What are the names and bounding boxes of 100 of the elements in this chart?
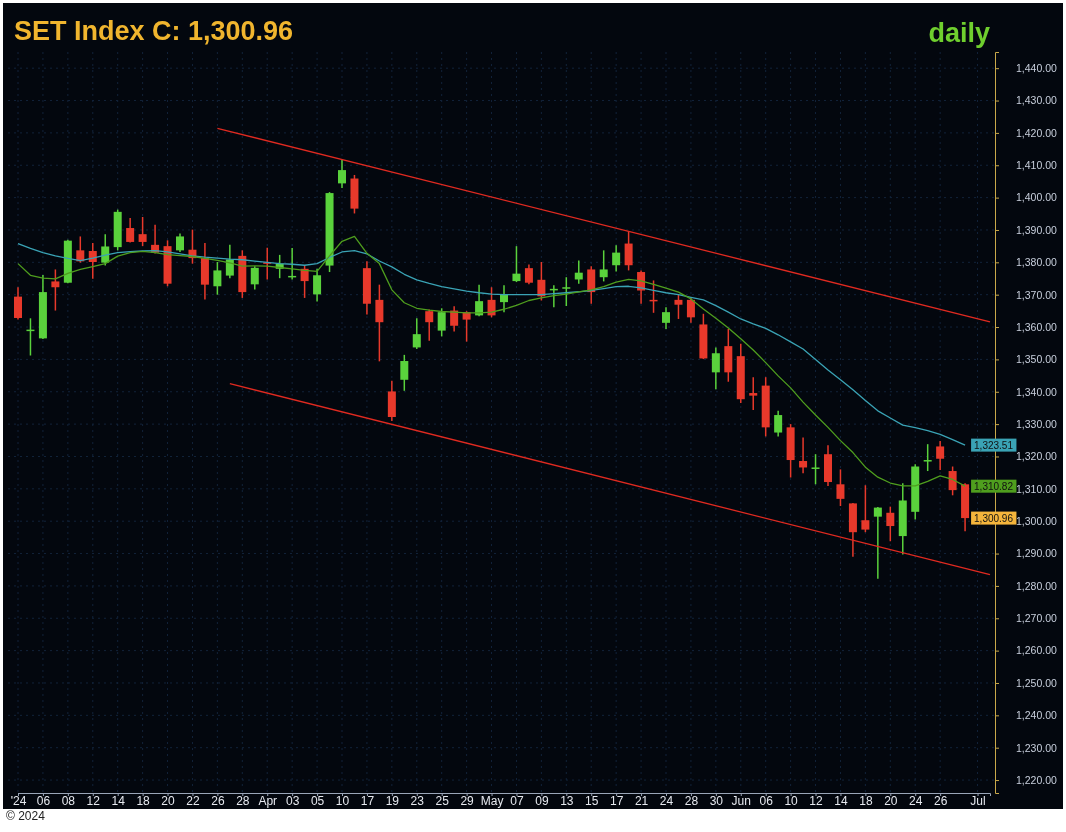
y-tick-label: 1,370.00 bbox=[1016, 288, 1058, 301]
y-tick-label: 1,360.00 bbox=[1016, 320, 1058, 333]
candlestick bbox=[662, 306, 670, 330]
x-tick-label: 12 bbox=[86, 794, 101, 808]
x-tick-label: 03 bbox=[285, 794, 300, 808]
x-tick-label: '24 bbox=[10, 794, 27, 808]
candlestick bbox=[562, 276, 571, 307]
y-tick-label: 1,290.00 bbox=[1016, 547, 1058, 560]
x-tick-label: 19 bbox=[385, 794, 400, 808]
candlestick bbox=[475, 283, 484, 318]
text: 1,300.96 bbox=[974, 512, 1014, 524]
candlestick bbox=[176, 232, 184, 253]
x-tick-label: 24 bbox=[909, 794, 923, 808]
x-tick-label: Jun bbox=[731, 794, 751, 808]
candlestick bbox=[749, 376, 758, 411]
candlestick bbox=[861, 484, 870, 533]
x-tick-label: 21 bbox=[634, 794, 649, 808]
chart-subtitle: daily bbox=[928, 18, 990, 48]
candlestick bbox=[138, 216, 147, 247]
x-tick-label: 08 bbox=[61, 794, 76, 808]
x-tick-label: 13 bbox=[560, 794, 574, 808]
x-tick-label: 20 bbox=[161, 794, 176, 808]
x-tick-label: 20 bbox=[884, 794, 898, 808]
x-tick-label: 17 bbox=[609, 794, 624, 808]
y-tick-label: 1,410.00 bbox=[1016, 159, 1058, 172]
candlestick bbox=[512, 245, 521, 283]
x-tick-label: 26 bbox=[933, 794, 948, 808]
candlestick bbox=[101, 233, 110, 267]
x-tick-label: 29 bbox=[460, 794, 475, 808]
x-tick-label: 10 bbox=[784, 794, 799, 808]
y-tick-label: 1,250.00 bbox=[1016, 676, 1058, 689]
candlestick bbox=[375, 283, 384, 363]
x-tick-label: 06 bbox=[36, 794, 51, 808]
y-tick-label: 1,240.00 bbox=[1016, 709, 1058, 722]
candlestick bbox=[873, 506, 882, 580]
x-tick-label: 28 bbox=[684, 794, 699, 808]
candlestick bbox=[126, 217, 135, 244]
candlestick bbox=[88, 242, 97, 280]
candlestick bbox=[948, 465, 957, 497]
candlestick bbox=[836, 468, 845, 507]
y-tick-label: 1,230.00 bbox=[1016, 741, 1058, 754]
x-tick-label: 30 bbox=[709, 794, 724, 808]
x-tick-label: May bbox=[480, 794, 504, 808]
candlestick bbox=[313, 268, 322, 303]
candlestick bbox=[886, 505, 895, 542]
candlestick bbox=[400, 354, 409, 392]
candlestick bbox=[500, 284, 508, 313]
candlestick bbox=[599, 249, 608, 283]
y-tick-label: 1,440.00 bbox=[1016, 62, 1058, 75]
x-tick-label: 18 bbox=[859, 794, 873, 808]
candlestick bbox=[811, 453, 820, 486]
candlestick bbox=[412, 317, 421, 350]
x-tick-label: 09 bbox=[535, 794, 549, 808]
candlestick bbox=[437, 307, 446, 338]
text: © 2024 bbox=[6, 809, 46, 823]
candlestick bbox=[686, 296, 695, 324]
x-tick-label: 06 bbox=[759, 794, 774, 808]
candlestick bbox=[213, 261, 222, 296]
candlestick bbox=[774, 410, 783, 438]
candlestick bbox=[462, 310, 471, 343]
y-tick-label: 1,310.00 bbox=[1016, 482, 1058, 495]
x-tick-label: 17 bbox=[360, 794, 375, 808]
x-tick-label: Jul bbox=[970, 794, 986, 808]
candlestick bbox=[225, 244, 234, 279]
candlestick bbox=[612, 244, 621, 273]
candlestick bbox=[799, 436, 808, 475]
candlestick bbox=[923, 443, 932, 472]
x-tick-label: 15 bbox=[585, 794, 599, 808]
x-tick-label: 05 bbox=[310, 794, 325, 808]
x-tick-label: 14 bbox=[834, 794, 848, 808]
x-tick-label: Apr bbox=[258, 794, 278, 808]
data-label: 1,323.51 bbox=[974, 439, 1014, 451]
chart-title: SET Index C: 1,300.96 bbox=[14, 16, 294, 46]
y-tick-label: 1,430.00 bbox=[1016, 94, 1058, 107]
x-tick-label: 24 bbox=[659, 794, 674, 808]
x-tick-label: 25 bbox=[435, 794, 450, 808]
candlestick bbox=[537, 261, 546, 302]
x-tick-label: 10 bbox=[335, 794, 350, 808]
candlestick bbox=[250, 265, 259, 291]
candlestick bbox=[624, 230, 633, 272]
line-series bbox=[17, 242, 966, 446]
candlestick bbox=[338, 159, 346, 189]
x-tick-label: 22 bbox=[186, 794, 200, 808]
y-tick-label: 1,260.00 bbox=[1016, 644, 1058, 657]
data-label: 1,310.82 bbox=[974, 480, 1014, 492]
x-tick-label: 18 bbox=[136, 794, 151, 808]
y-tick-label: 1,350.00 bbox=[1016, 353, 1058, 366]
candlestick bbox=[936, 440, 945, 471]
y-tick-label: 1,380.00 bbox=[1016, 256, 1058, 269]
x-tick-label: 26 bbox=[211, 794, 225, 808]
candlestick bbox=[587, 265, 596, 305]
y-tick-label: 1,420.00 bbox=[1016, 126, 1058, 139]
x-tick-label: 23 bbox=[410, 794, 425, 808]
y-tick-label: 1,390.00 bbox=[1016, 223, 1058, 236]
y-tick-label: 1,280.00 bbox=[1016, 579, 1058, 592]
candlestick bbox=[425, 308, 434, 342]
candlestick bbox=[524, 263, 533, 286]
y-tick-label: 1,300.00 bbox=[1016, 515, 1058, 528]
x-tick-label: 14 bbox=[111, 794, 126, 808]
y-tick-label: 1,400.00 bbox=[1016, 191, 1058, 204]
